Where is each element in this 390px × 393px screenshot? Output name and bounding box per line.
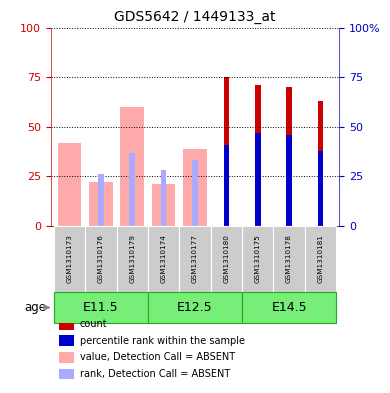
Bar	[85, 226, 117, 292]
Bar	[318, 101, 323, 226]
Text: E14.5: E14.5	[271, 301, 307, 314]
Bar	[54, 226, 85, 292]
Bar	[223, 145, 229, 226]
Text: GSM1310177: GSM1310177	[192, 235, 198, 283]
Text: rank, Detection Call = ABSENT: rank, Detection Call = ABSENT	[80, 369, 230, 379]
Bar	[59, 369, 74, 379]
Bar	[117, 226, 148, 292]
Bar	[286, 87, 292, 226]
Text: count: count	[80, 319, 107, 329]
Bar	[59, 352, 74, 363]
Bar	[58, 143, 81, 226]
Bar	[192, 160, 198, 226]
Bar	[161, 171, 167, 226]
Bar	[152, 184, 176, 226]
Bar	[242, 226, 273, 292]
Text: GSM1310178: GSM1310178	[286, 235, 292, 283]
Bar	[223, 77, 229, 226]
Bar	[148, 292, 242, 323]
Bar	[129, 152, 135, 226]
Bar	[305, 226, 336, 292]
Bar	[183, 149, 207, 226]
Text: age: age	[24, 301, 46, 314]
Text: GSM1310180: GSM1310180	[223, 235, 229, 283]
Bar	[148, 226, 179, 292]
Bar	[121, 107, 144, 226]
Text: GSM1310176: GSM1310176	[98, 235, 104, 283]
Bar	[273, 226, 305, 292]
Bar	[255, 133, 261, 226]
Text: GSM1310179: GSM1310179	[129, 235, 135, 283]
Text: GDS5642 / 1449133_at: GDS5642 / 1449133_at	[114, 10, 276, 24]
Text: GSM1310175: GSM1310175	[255, 235, 261, 283]
Text: value, Detection Call = ABSENT: value, Detection Call = ABSENT	[80, 352, 235, 362]
Bar	[179, 226, 211, 292]
Bar	[286, 135, 292, 226]
Text: percentile rank within the sample: percentile rank within the sample	[80, 336, 245, 346]
Bar	[54, 292, 148, 323]
Text: GSM1310173: GSM1310173	[67, 235, 73, 283]
Text: GSM1310174: GSM1310174	[161, 235, 167, 283]
Bar	[59, 319, 74, 330]
Bar	[59, 336, 74, 346]
Bar	[211, 226, 242, 292]
Text: GSM1310181: GSM1310181	[317, 235, 323, 283]
Bar	[318, 151, 323, 226]
Text: E12.5: E12.5	[177, 301, 213, 314]
Bar	[89, 182, 113, 226]
Bar	[98, 174, 104, 226]
Bar	[255, 85, 261, 226]
Text: E11.5: E11.5	[83, 301, 119, 314]
Bar	[242, 292, 336, 323]
